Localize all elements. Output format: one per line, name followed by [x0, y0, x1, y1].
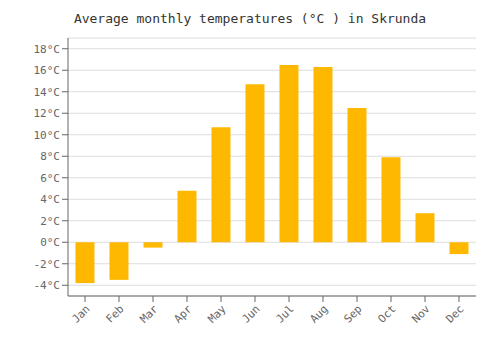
svg-text:4°C: 4°C [40, 193, 60, 206]
svg-text:Nov: Nov [409, 302, 433, 326]
svg-text:18°C: 18°C [34, 43, 61, 56]
svg-text:Oct: Oct [375, 302, 398, 325]
svg-text:10°C: 10°C [34, 129, 61, 142]
svg-text:14°C: 14°C [34, 86, 61, 99]
svg-text:Jan: Jan [69, 302, 92, 325]
svg-text:-2°C: -2°C [34, 258, 61, 271]
html-text:Average monthly temperatures (: Average monthly temperatures (°C ) in Sk… [73, 11, 427, 26]
svg-text:0°C: 0°C [40, 236, 60, 249]
svg-text:May: May [205, 302, 229, 326]
svg-text:Aug: Aug [307, 302, 330, 325]
svg-text:16°C: 16°C [34, 64, 61, 77]
svg-text:Dec: Dec [443, 302, 466, 325]
svg-text:12°C: 12°C [34, 107, 61, 120]
svg-text:-4°C: -4°C [34, 279, 61, 292]
svg-text:2°C: 2°C [40, 215, 60, 228]
svg-text:6°C: 6°C [40, 172, 60, 185]
svg-text:Sep: Sep [341, 302, 364, 325]
svg-text:Jul: Jul [273, 302, 296, 325]
svg-text:Apr: Apr [171, 302, 195, 326]
svg-text:8°C: 8°C [40, 150, 60, 163]
svg-text:Jun: Jun [239, 302, 262, 325]
svg-text:Mar: Mar [137, 302, 161, 326]
svg-text:Feb: Feb [103, 302, 126, 325]
